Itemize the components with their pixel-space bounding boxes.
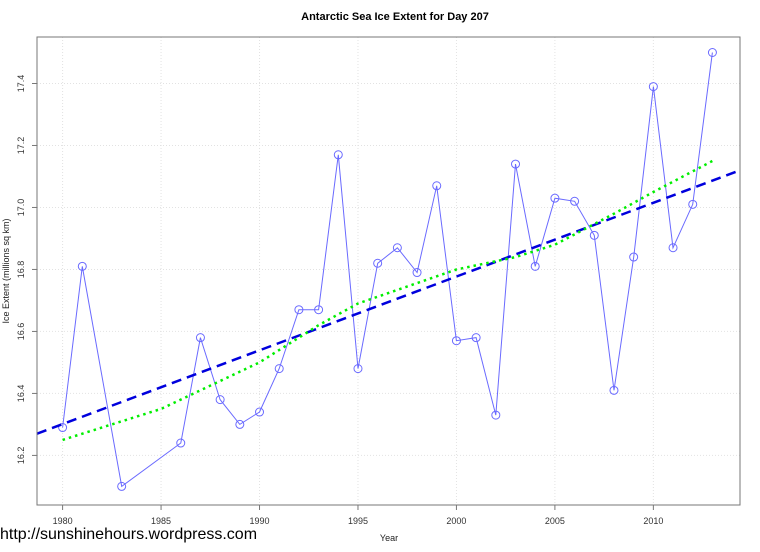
y-tick-label: 16.6 bbox=[16, 323, 26, 341]
data-point-marker bbox=[589, 230, 599, 240]
y-axis-label: Ice Extent (millions sq km) bbox=[1, 218, 11, 323]
y-tick-label: 17.0 bbox=[16, 199, 26, 217]
y-tick-label: 16.8 bbox=[16, 261, 26, 279]
x-tick-label: 2000 bbox=[446, 516, 466, 526]
y-tick-label: 17.2 bbox=[16, 137, 26, 155]
data-point-marker bbox=[629, 252, 639, 262]
x-tick-label: 1990 bbox=[250, 516, 270, 526]
data-point-marker bbox=[353, 364, 363, 374]
grid-lines bbox=[37, 37, 740, 505]
data-point-marker bbox=[235, 419, 245, 429]
data-point-marker bbox=[491, 410, 501, 420]
y-axis: 16.2 16.4 16.6 16.8 17.0 17.2 17.4 bbox=[16, 75, 37, 464]
x-axis: 1980 1985 1990 1995 2000 2005 2010 bbox=[53, 505, 663, 526]
y-tick-label: 16.4 bbox=[16, 385, 26, 403]
y-tick-label: 16.2 bbox=[16, 447, 26, 465]
data-point-marker bbox=[392, 243, 402, 253]
data-point-marker bbox=[550, 193, 560, 203]
data-point-marker bbox=[333, 150, 343, 160]
data-point-marker bbox=[707, 47, 717, 57]
data-series bbox=[37, 47, 740, 491]
data-point-marker bbox=[688, 199, 698, 209]
ice-extent-line bbox=[62, 52, 713, 488]
data-point-marker bbox=[609, 385, 619, 395]
data-point-marker bbox=[648, 82, 658, 92]
data-point-marker bbox=[195, 333, 205, 343]
data-point-marker bbox=[373, 258, 383, 268]
data-point-marker bbox=[511, 159, 521, 169]
x-tick-label: 1980 bbox=[53, 516, 73, 526]
data-point-marker bbox=[412, 268, 422, 278]
x-tick-label: 1995 bbox=[348, 516, 368, 526]
x-axis-label: Year bbox=[380, 533, 398, 543]
data-point-marker bbox=[432, 181, 442, 191]
data-point-marker bbox=[274, 364, 284, 374]
data-point-marker bbox=[471, 333, 481, 343]
data-point-marker bbox=[570, 196, 580, 206]
data-point-marker bbox=[117, 481, 127, 491]
data-point-marker bbox=[58, 423, 68, 433]
data-point-marker bbox=[255, 407, 265, 417]
data-point-marker bbox=[77, 261, 87, 271]
x-tick-label: 1985 bbox=[151, 516, 171, 526]
smoothed-trend-line bbox=[62, 159, 713, 442]
x-tick-label: 2005 bbox=[545, 516, 565, 526]
y-tick-label: 17.4 bbox=[16, 75, 26, 93]
data-point-marker bbox=[668, 243, 678, 253]
linear-trend-line bbox=[37, 169, 740, 435]
data-point-marker bbox=[314, 305, 324, 315]
x-tick-label: 2010 bbox=[643, 516, 663, 526]
data-point-marker bbox=[215, 395, 225, 405]
data-point-marker bbox=[451, 336, 461, 346]
plot-frame bbox=[36, 36, 741, 506]
data-point-marker bbox=[176, 438, 186, 448]
chart-title: Antarctic Sea Ice Extent for Day 207 bbox=[301, 11, 489, 23]
data-point-marker bbox=[530, 261, 540, 271]
watermark-url: http://sunshinehours.wordpress.com bbox=[0, 526, 258, 543]
data-point-marker bbox=[294, 305, 304, 315]
